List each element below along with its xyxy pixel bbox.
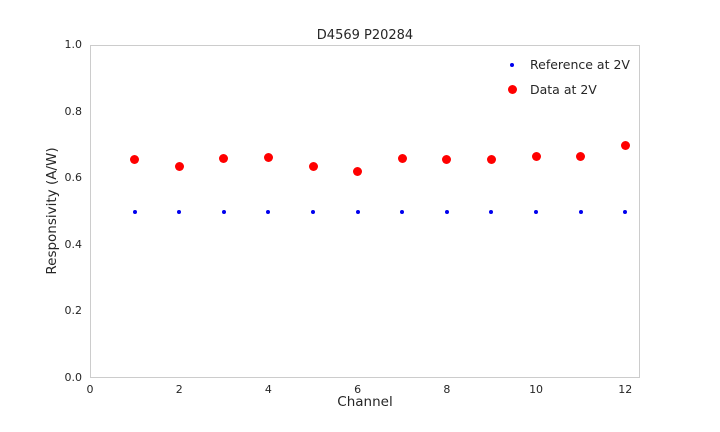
reference-point: [623, 209, 628, 214]
legend-label-reference: Reference at 2V: [530, 57, 630, 72]
reference-point: [400, 209, 405, 214]
y-tick-label: 0.0: [64, 371, 83, 384]
data-point: [353, 166, 363, 176]
legend-marker-cell: [500, 85, 524, 94]
x-tick-label: 8: [443, 383, 451, 396]
reference-marker-icon: [510, 62, 514, 67]
legend-label-data: Data at 2V: [530, 82, 597, 97]
legend-item-data: Data at 2V: [500, 77, 630, 102]
reference-point: [534, 209, 539, 214]
reference-point: [266, 209, 271, 214]
plot-area: [90, 45, 640, 378]
x-tick-label: 10: [529, 383, 544, 396]
data-marker-icon: [507, 85, 517, 94]
x-tick-label: 0: [86, 383, 94, 396]
data-point: [174, 162, 184, 172]
legend-marker-cell: [500, 62, 524, 67]
data-point: [219, 153, 229, 163]
x-axis-label: Channel: [337, 394, 393, 410]
reference-point: [444, 209, 449, 214]
reference-point: [311, 209, 316, 214]
data-point: [263, 152, 273, 162]
reference-point: [177, 209, 182, 214]
y-tick-label: 1.0: [64, 38, 83, 51]
x-tick-label: 6: [354, 383, 362, 396]
y-tick-label: 0.2: [64, 304, 83, 318]
reference-point: [132, 209, 137, 214]
x-tick-label: 12: [618, 383, 633, 396]
data-point: [397, 153, 407, 163]
reference-point: [355, 209, 360, 214]
reference-point: [489, 209, 494, 214]
x-tick-label: 2: [175, 383, 183, 396]
x-tick-label: 4: [264, 383, 272, 396]
legend-item-reference: Reference at 2V: [500, 52, 630, 77]
y-tick-label: 0.4: [64, 237, 83, 251]
chart-title: D4569 P20284: [316, 28, 414, 43]
reference-point: [578, 209, 583, 214]
data-point: [130, 155, 140, 165]
data-point: [576, 152, 586, 162]
data-point: [486, 155, 496, 165]
reference-point: [221, 209, 226, 214]
y-axis-label: Responsivity (A/W): [44, 147, 60, 275]
data-point: [620, 141, 630, 151]
data-point: [308, 161, 318, 171]
data-point: [442, 155, 452, 165]
y-tick-label: 0.6: [64, 171, 83, 185]
legend: Reference at 2V Data at 2V: [500, 52, 630, 102]
data-point: [531, 151, 541, 161]
y-tick-label: 0.8: [64, 104, 83, 118]
